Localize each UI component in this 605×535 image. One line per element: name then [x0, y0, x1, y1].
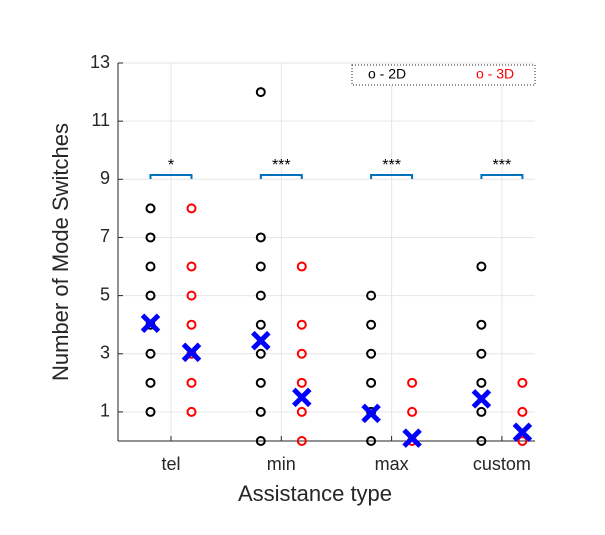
data-point [255, 436, 266, 446]
data-point [145, 203, 156, 214]
legend-entry: o - 2D [368, 66, 406, 82]
data-point [296, 377, 307, 388]
x-tick-label: max [375, 454, 409, 474]
data-point [296, 319, 307, 330]
data-point [255, 87, 266, 98]
data-point [366, 377, 377, 388]
data-point [517, 377, 528, 388]
data-point [366, 290, 377, 301]
data-point [145, 406, 156, 417]
y-tick-label: 7 [100, 226, 110, 246]
x-tick-label: custom [473, 454, 531, 474]
data-point [145, 232, 156, 243]
data-point [145, 290, 156, 301]
data-point [517, 406, 528, 417]
legend-entry: o - 3D [476, 66, 514, 82]
mean-marker [140, 313, 161, 334]
data-point [186, 203, 197, 214]
x-tick-label: min [267, 454, 296, 474]
significance-label: *** [493, 157, 512, 174]
mean-marker [471, 389, 492, 409]
data-point [145, 261, 156, 272]
y-axis-label: Number of Mode Switches [48, 123, 73, 381]
y-tick-label: 1 [100, 401, 110, 421]
data-point [296, 406, 307, 417]
x-axis-label: Assistance type [238, 481, 392, 506]
mean-marker [402, 428, 422, 448]
mean-marker [251, 330, 271, 351]
data-point [255, 406, 266, 417]
y-tick-label: 5 [100, 284, 110, 304]
significance-label: *** [382, 157, 401, 174]
data-point [186, 406, 197, 417]
data-point [145, 348, 156, 359]
data-point [476, 436, 487, 446]
significance-bracket [149, 173, 193, 179]
y-tick-label: 13 [90, 52, 110, 72]
data-point [366, 319, 377, 330]
x-tick-label: tel [161, 454, 180, 474]
data-point [366, 436, 377, 446]
data-point [476, 348, 487, 359]
legend-box [351, 64, 536, 86]
data-point [476, 319, 487, 330]
significance-bracket [370, 173, 414, 179]
data-point [476, 261, 487, 272]
data-point [407, 377, 418, 388]
data-point [476, 406, 487, 417]
data-point [255, 319, 266, 330]
data-point [145, 377, 156, 388]
data-point [296, 348, 307, 359]
significance-label: * [168, 157, 174, 174]
data-point [186, 319, 197, 330]
data-point [255, 261, 266, 272]
mean-marker [361, 403, 381, 424]
data-point [366, 348, 377, 359]
data-point [186, 377, 197, 388]
data-point [517, 436, 528, 446]
data-point [255, 377, 266, 388]
data-point [255, 232, 266, 243]
significance-label: *** [272, 157, 291, 174]
data-point [296, 261, 307, 272]
y-tick-label: 11 [91, 110, 110, 130]
y-tick-label: 9 [100, 168, 110, 188]
y-tick-label: 3 [100, 343, 110, 363]
data-point [186, 290, 197, 301]
significance-bracket [480, 173, 524, 179]
mean-marker [292, 387, 312, 408]
data-point [476, 377, 487, 388]
data-point [186, 261, 197, 272]
significance-bracket [259, 173, 303, 179]
data-point [255, 290, 266, 301]
data-point [255, 348, 266, 359]
mean-marker [512, 422, 533, 443]
data-point [296, 436, 307, 446]
data-point [407, 406, 418, 417]
mean-marker [181, 342, 202, 363]
